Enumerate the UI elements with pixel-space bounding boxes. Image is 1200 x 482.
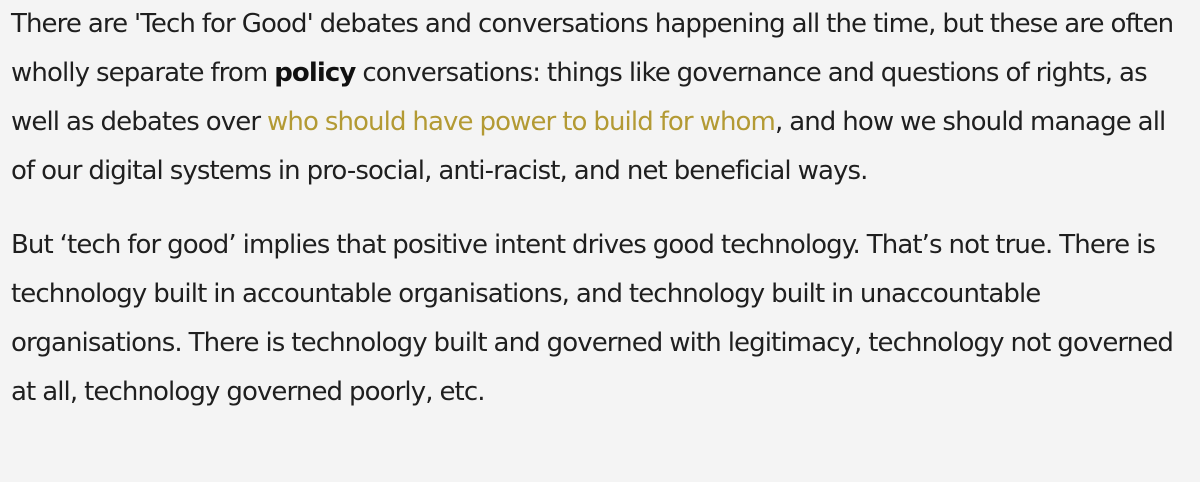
power-to-build-link[interactable]: who should have power to build for whom [267,107,776,137]
paragraph-positive-intent: But ‘tech for good’ implies that positiv… [11,230,1174,407]
paragraph-1-text-middle: conversations: things like governance an… [11,58,1148,137]
paragraph-1-text-start: There are 'Tech for Good' debates and co… [11,9,1174,88]
paragraph-tech-for-good-policy: There are 'Tech for Good' debates and co… [11,0,1188,196]
article-body: There are 'Tech for Good' debates and co… [11,0,1188,407]
policy-emphasis: policy [274,58,356,88]
paragraph-1-text-end: , and how we should manage all of our di… [11,107,1166,186]
